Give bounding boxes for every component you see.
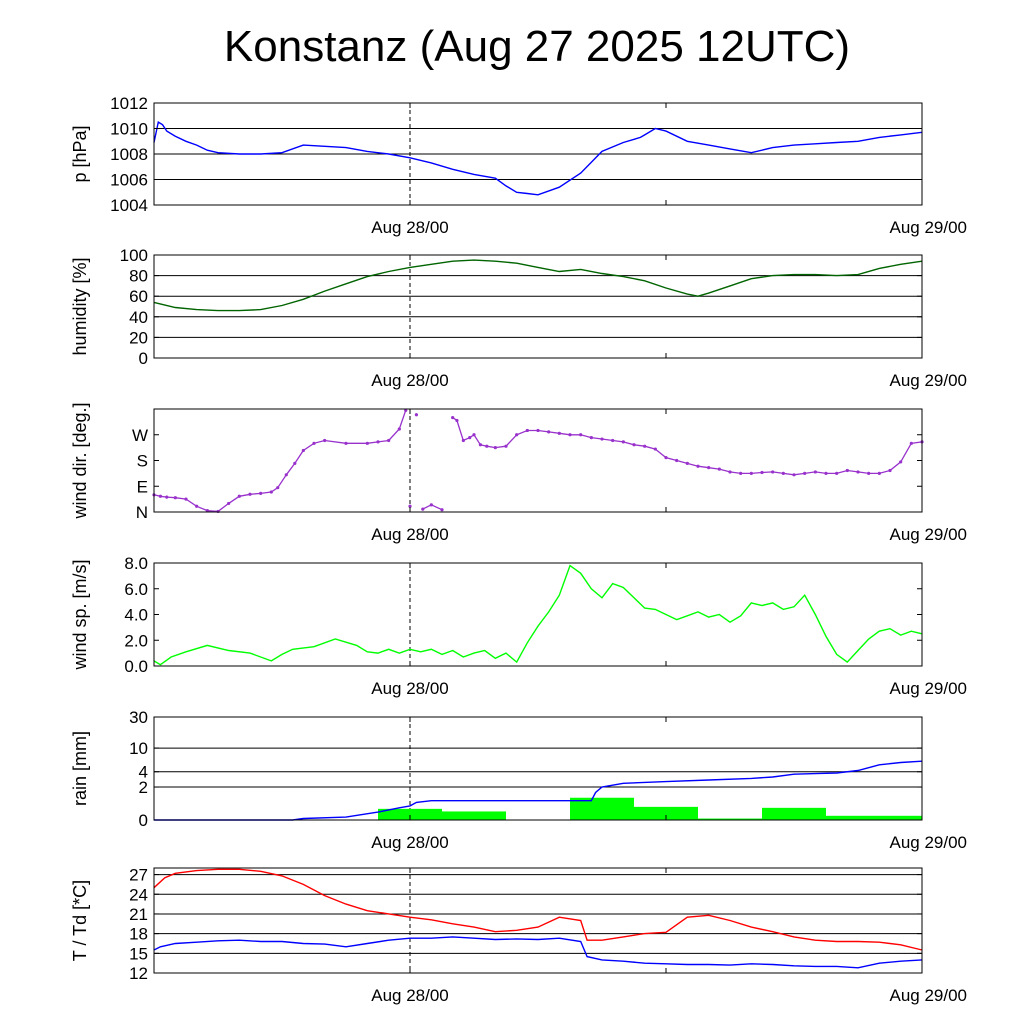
y-tick-label: 18 [129,925,148,944]
x-tick-label: Aug 29/00 [889,833,967,852]
plot-frame [153,716,923,821]
y-tick-label: 0.0 [124,657,148,676]
y-tick-label: 1012 [110,94,148,113]
y-tick-label: 2 [139,778,148,797]
x-tick-label: Aug 28/00 [371,679,449,698]
y-tick-label: 8.0 [124,554,148,573]
y-tick-label: 4.0 [124,606,148,625]
x-tick-label: Aug 29/00 [889,525,967,544]
y-tick-label: 40 [129,308,148,327]
y-tick-label: 6.0 [124,580,148,599]
y-tick-label: 1004 [110,196,148,215]
y-axis-label: p [hPa] [70,125,90,182]
x-tick-label: Aug 28/00 [371,833,449,852]
y-tick-label: E [137,477,148,496]
y-tick-label: 0 [139,811,148,830]
series-line-1 [153,936,923,969]
y-tick-label: 100 [120,246,148,265]
y-tick-label: 27 [129,866,148,885]
y-tick-label: 4 [139,763,148,782]
series-line-0 [153,120,923,196]
y-tick-label: 1010 [110,120,148,139]
wind-dir-trace [153,410,923,513]
panel-0: 1004 1006 1008 1010 1012 Aug 28/00 Aug 29/00 p … [70,94,967,237]
y-tick-label: 60 [129,287,148,306]
x-tick-label: Aug 28/00 [371,371,449,390]
series-line-0 [153,868,923,951]
rain-bar [378,808,442,820]
plot-frame [153,867,923,974]
y-tick-label: S [137,452,148,471]
y-axis-label: wind dir. [deg.] [70,402,90,519]
y-tick-label: 0 [139,349,148,368]
y-tick-label: N [136,503,148,522]
rain-bar [442,811,506,820]
wind-dir-point [408,504,412,508]
y-tick-label: 24 [129,885,148,904]
plot-frame [153,562,923,667]
y-tick-label: 30 [129,708,148,727]
x-tick-label: Aug 29/00 [889,986,967,1005]
y-tick-label: 15 [129,944,148,963]
y-tick-label: 1006 [110,171,148,190]
y-tick-label: 20 [129,328,148,347]
x-tick-label: Aug 28/00 [371,218,449,237]
rain-bar [634,806,698,820]
chart-title: Konstanz (Aug 27 2025 12UTC) [223,22,851,71]
series-line-0 [154,760,923,821]
y-axis-label: rain [mm] [70,731,90,806]
series-line-0 [153,259,923,312]
rain-bar [826,815,922,820]
x-tick-label: Aug 28/00 [371,986,449,1005]
rain-bar [698,818,762,820]
y-tick-label: 1008 [110,145,148,164]
y-tick-label: 10 [129,739,148,758]
wind-dir-point [414,413,418,417]
rain-bar [570,797,634,820]
y-tick-label: 21 [129,905,148,924]
plot-frame [153,254,923,359]
y-tick-label: 80 [129,267,148,286]
y-tick-label: W [132,426,148,445]
y-tick-label: 2.0 [124,631,148,650]
plot-frame [153,408,923,513]
panel-4: 0 24 10 30 Aug 28/00 Aug 29/00 rain [mm] [70,708,967,852]
x-tick-label: Aug 28/00 [371,525,449,544]
y-axis-label: wind sp. [m/s] [70,559,90,670]
x-tick-label: Aug 29/00 [889,371,967,390]
panel-3: 0.0 2.0 4.0 6.0 8.0 Aug 28/00 Aug 29/00 wind sp… [70,554,967,698]
x-tick-label: Aug 29/00 [889,218,967,237]
y-axis-label: humidity [%] [70,257,90,355]
rain-bar [762,807,826,820]
x-tick-label: Aug 29/00 [889,679,967,698]
y-tick-label: 12 [129,964,148,983]
y-axis-label: T / Td [*C] [70,880,90,961]
series-line-0 [153,564,923,666]
